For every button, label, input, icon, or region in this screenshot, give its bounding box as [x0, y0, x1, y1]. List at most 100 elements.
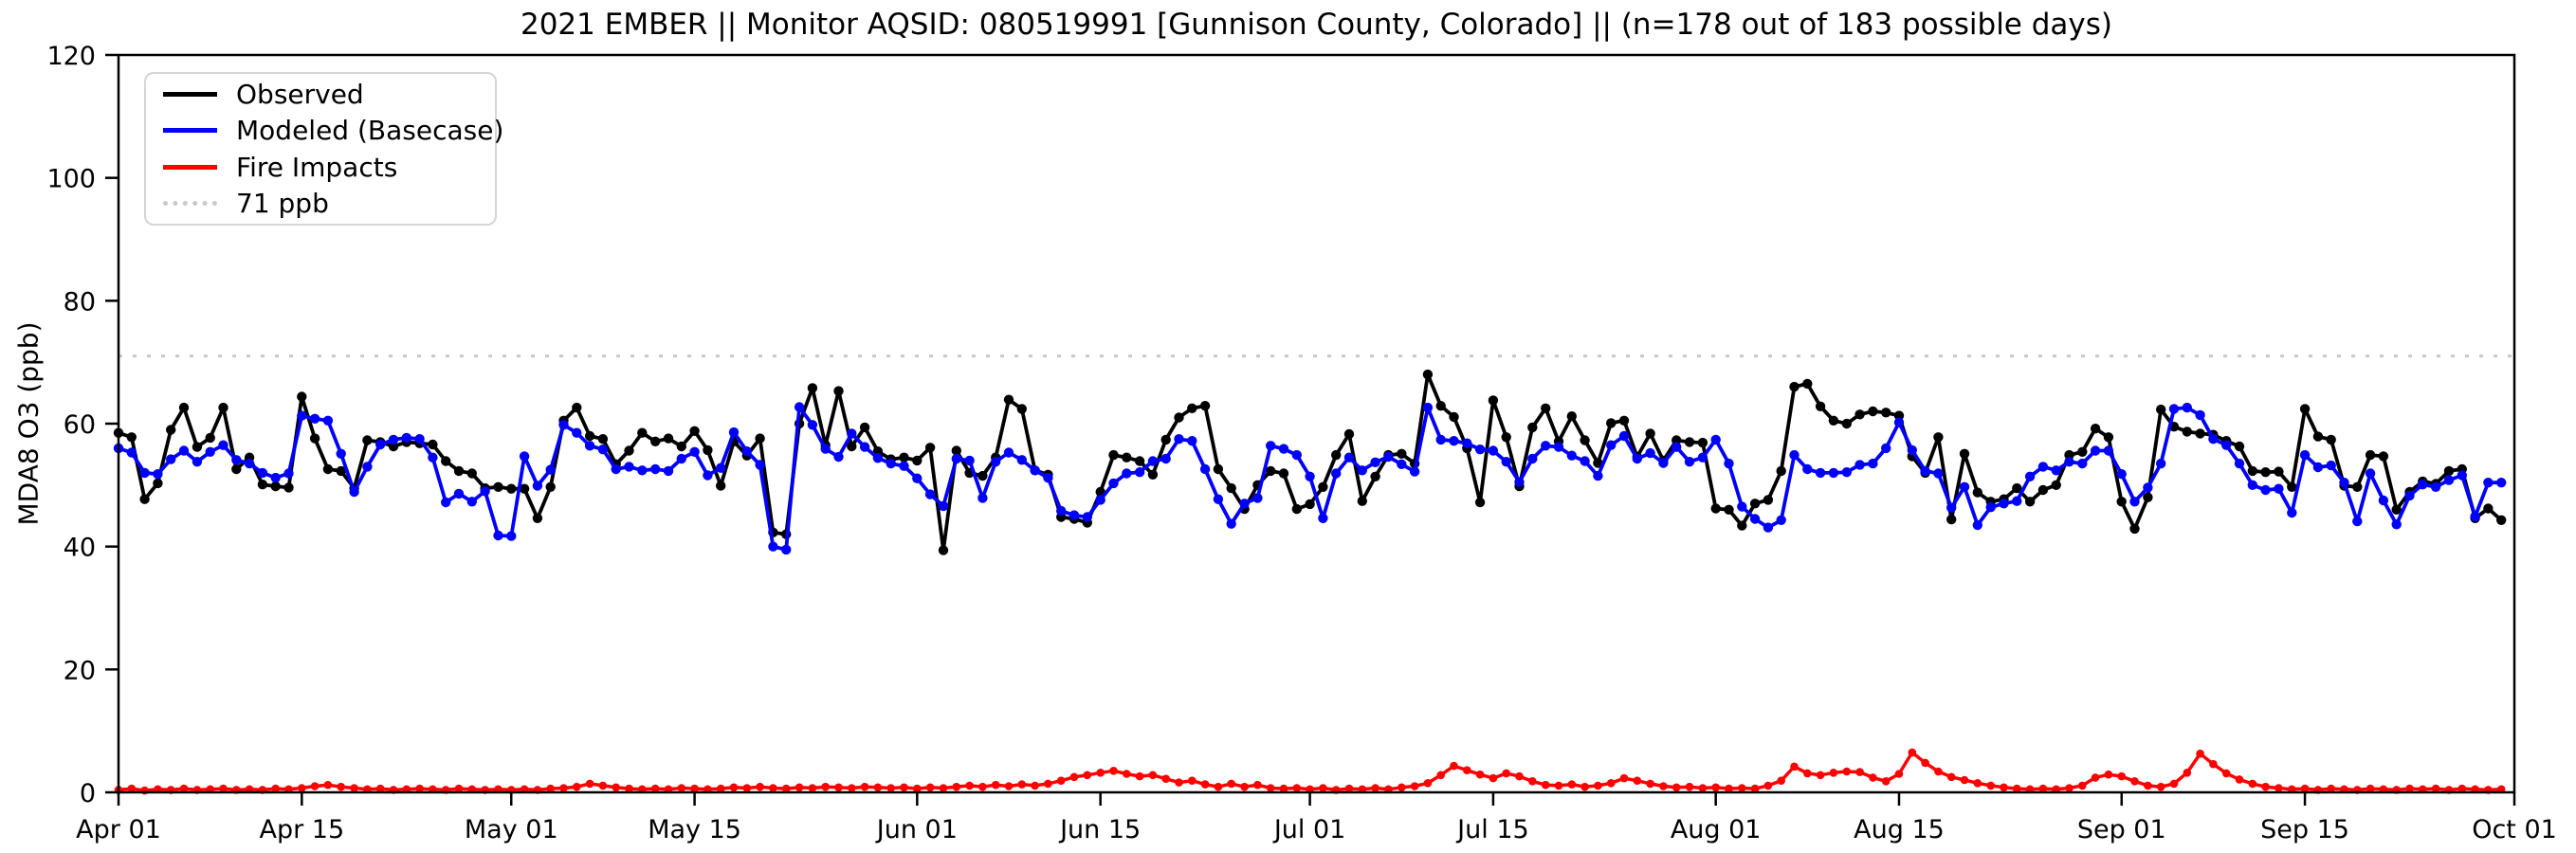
data-point — [1618, 430, 1630, 442]
data-point — [1003, 394, 1014, 405]
data-point — [1986, 781, 1995, 790]
data-point — [1344, 784, 1354, 793]
data-point — [218, 402, 228, 413]
data-point — [1343, 428, 1355, 440]
data-point — [1972, 519, 1982, 531]
data-point — [625, 784, 633, 793]
data-point — [1291, 503, 1303, 515]
data-point — [2365, 449, 2376, 461]
data-point — [205, 446, 215, 457]
legend-label-threshold: 71 ppb — [236, 187, 329, 219]
data-point — [886, 784, 895, 792]
data-point — [1422, 402, 1434, 413]
data-point — [1802, 378, 1813, 390]
data-point — [597, 434, 609, 445]
data-point — [323, 780, 333, 789]
data-point — [362, 462, 373, 472]
modeled-line-swatch — [163, 128, 217, 134]
legend-item-threshold: 71 ppb — [163, 188, 495, 219]
data-point — [506, 531, 517, 541]
data-point — [401, 432, 411, 444]
data-point — [1449, 411, 1459, 423]
data-point — [2129, 523, 2140, 535]
data-point — [2195, 409, 2205, 421]
data-point — [2404, 490, 2415, 501]
data-point — [1881, 777, 1891, 786]
data-point — [1003, 447, 1014, 458]
data-point — [2457, 470, 2467, 481]
data-point — [388, 434, 399, 445]
data-point — [584, 441, 595, 451]
data-point — [1908, 748, 1917, 757]
data-point — [1580, 435, 1590, 445]
data-point — [1999, 499, 2009, 509]
data-point — [991, 457, 1001, 467]
data-point — [1749, 499, 1761, 509]
data-point — [977, 470, 988, 481]
data-point — [441, 497, 451, 508]
data-point — [1724, 458, 1734, 469]
data-point — [127, 784, 137, 793]
series-line-0-observed — [118, 372, 2503, 553]
legend-item-fire: Fire Impacts — [163, 152, 495, 183]
data-point — [1213, 463, 1224, 475]
data-point — [337, 782, 346, 791]
data-point — [886, 458, 896, 469]
data-point — [912, 473, 923, 483]
data-point — [769, 784, 777, 792]
data-point — [283, 468, 294, 479]
x-tick-label: May 01 — [465, 815, 558, 844]
data-point — [1606, 779, 1616, 788]
data-point — [2182, 402, 2192, 413]
data-point — [2248, 779, 2257, 789]
data-point — [2037, 462, 2049, 472]
data-point — [179, 784, 189, 793]
data-point — [2038, 784, 2048, 793]
data-point — [2183, 769, 2192, 777]
data-point — [2013, 784, 2021, 793]
data-point — [1672, 783, 1681, 792]
data-point — [781, 784, 791, 793]
data-point — [480, 486, 490, 497]
data-point — [742, 784, 752, 792]
data-point — [912, 455, 923, 466]
data-point — [1881, 443, 1891, 454]
data-point — [1985, 502, 1996, 513]
data-point — [951, 445, 961, 456]
data-point — [270, 472, 281, 483]
data-point — [1633, 776, 1642, 785]
x-tick-label: Oct 01 — [2472, 815, 2557, 844]
data-point — [2247, 465, 2257, 477]
data-point — [1527, 453, 1538, 464]
data-point — [1305, 471, 1315, 481]
data-point — [690, 784, 699, 793]
data-point — [1501, 432, 1511, 443]
data-point — [2352, 481, 2363, 492]
data-point — [322, 463, 334, 475]
data-point — [1763, 781, 1773, 790]
data-point — [219, 784, 228, 793]
data-point — [1397, 459, 1407, 469]
data-point — [2312, 431, 2324, 442]
data-point — [1423, 779, 1433, 788]
data-point — [1069, 510, 1080, 520]
data-point — [1331, 449, 1342, 461]
data-point — [1619, 773, 1629, 783]
data-point — [2275, 784, 2283, 792]
data-point — [532, 513, 543, 523]
data-point — [807, 420, 818, 430]
data-point — [2012, 482, 2022, 494]
data-point — [2156, 782, 2165, 791]
data-point — [1488, 445, 1499, 456]
data-point — [2391, 519, 2402, 530]
y-tick-label: 40 — [64, 534, 96, 563]
data-point — [650, 436, 661, 446]
data-point — [676, 453, 686, 464]
data-point — [1933, 468, 1944, 479]
data-point — [663, 465, 674, 477]
data-point — [1725, 784, 1733, 793]
data-point — [2274, 466, 2284, 477]
data-point — [572, 427, 582, 438]
data-point — [821, 782, 830, 791]
data-point — [2496, 478, 2507, 488]
